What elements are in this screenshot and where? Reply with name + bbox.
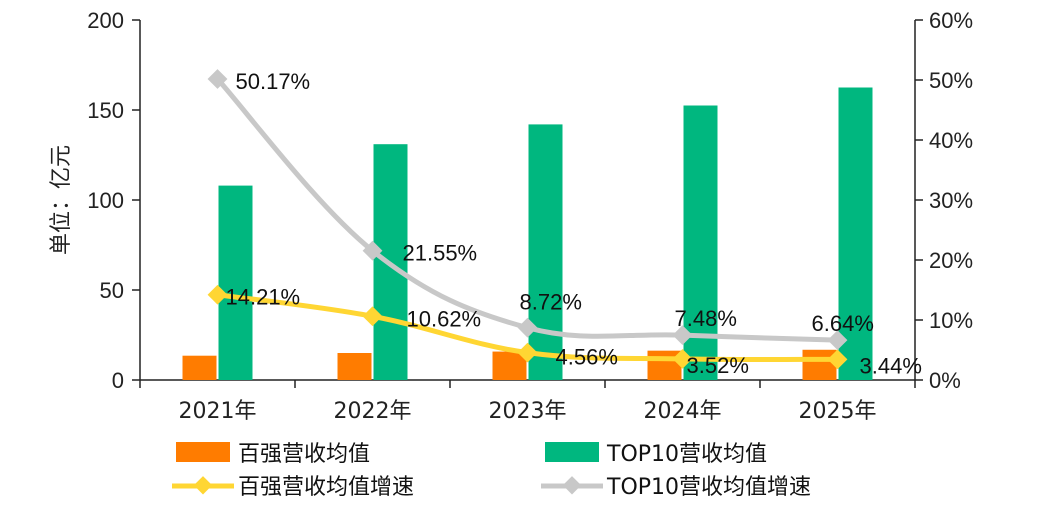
marker-top10-growth	[362, 240, 383, 261]
bar-top10-revenue	[838, 87, 873, 380]
marker-top100-growth	[362, 306, 383, 327]
legend-label-line-top10: TOP10营收均值增速	[606, 475, 811, 500]
bar-top100-revenue	[337, 353, 372, 380]
left-tick-label: 50	[100, 278, 124, 303]
marker-top100-growth	[672, 348, 693, 369]
bar-top100-revenue	[802, 349, 837, 380]
data-labels: 50.17% 21.55% 8.72% 7.48% 6.64% 14.21% 10.62% 4…	[226, 69, 922, 378]
legend: 百强营收均值 TOP10营收均值 百强营收均值增速 TOP10营收均值增速	[172, 442, 811, 500]
left-tick-label: 0	[112, 368, 124, 393]
bar-top100-revenue	[492, 351, 527, 380]
bar-top100-revenue	[182, 355, 217, 380]
marker-top100-growth	[207, 284, 228, 305]
right-tick-label: 50%	[929, 68, 973, 93]
right-axis-ticks: 0% 10% 20% 30% 40% 50% 60%	[915, 8, 973, 393]
right-tick-label: 60%	[929, 8, 973, 33]
x-tick-label: 2021年	[179, 399, 257, 424]
x-tick-label: 2023年	[489, 399, 567, 424]
x-tick-label: 2022年	[334, 399, 412, 424]
label-top10-growth: 7.48%	[675, 306, 737, 331]
marker-top10-growth	[517, 317, 538, 338]
legend-label-bar-top10: TOP10营收均值	[606, 442, 767, 467]
legend-swatch-bar-top100	[176, 442, 230, 462]
marker-top10-growth	[672, 325, 693, 346]
label-top10-growth: 21.55%	[403, 241, 478, 266]
bar-top10-revenue	[218, 185, 253, 380]
legend-marker-line-top100	[193, 476, 213, 495]
label-top100-growth: 4.56%	[556, 345, 618, 370]
left-tick-label: 150	[87, 98, 124, 123]
right-tick-label: 40%	[929, 128, 973, 153]
right-tick-label: 30%	[929, 188, 973, 213]
left-axis-ticks: 0 50 100 150 200	[87, 8, 140, 393]
marker-top100-growth	[827, 349, 848, 370]
label-top100-growth: 14.21%	[226, 285, 301, 310]
bar-top100-revenue	[647, 350, 682, 380]
right-tick-label: 20%	[929, 248, 973, 273]
left-tick-label: 200	[87, 8, 124, 33]
x-tick-label: 2024年	[644, 399, 722, 424]
marker-top100-growth	[517, 342, 538, 363]
label-top100-growth: 3.52%	[687, 353, 749, 378]
marker-top10-growth	[207, 69, 228, 89]
x-tick-label: 2025年	[799, 399, 877, 424]
x-axis-ticks: 2021年 2022年 2023年 2024年 2025年	[139, 380, 916, 424]
label-top10-growth: 8.72%	[520, 290, 582, 315]
label-top10-growth: 6.64%	[812, 311, 874, 336]
right-tick-label: 10%	[929, 308, 973, 333]
label-top10-growth: 50.17%	[236, 69, 311, 94]
legend-swatch-bar-top10	[545, 442, 599, 462]
left-tick-label: 100	[87, 188, 124, 213]
legend-label-bar-top100: 百强营收均值	[238, 442, 370, 467]
legend-label-line-top100: 百强营收均值增速	[238, 475, 414, 500]
line-top10-growth	[215, 77, 838, 343]
label-top100-growth: 10.62%	[407, 306, 482, 331]
bar-top10-revenue	[528, 124, 563, 381]
right-tick-label: 0%	[929, 368, 961, 393]
y-axis-label: 单位：亿元	[49, 145, 74, 255]
legend-marker-line-top10	[562, 476, 582, 495]
label-top100-growth: 3.44%	[860, 353, 922, 378]
growth-lines	[207, 69, 848, 370]
marker-top10-growth	[827, 330, 848, 351]
